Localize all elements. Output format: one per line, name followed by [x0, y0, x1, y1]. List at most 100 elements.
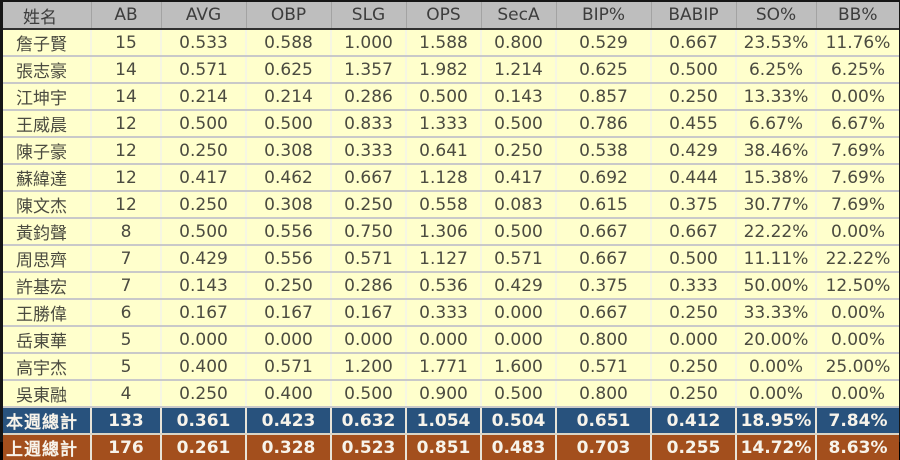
- stat-cell: 0.250: [161, 380, 247, 408]
- column-header-ops: OPS: [406, 2, 482, 30]
- stat-cell: 0.500: [161, 110, 247, 138]
- stat-cell: 0.500: [406, 83, 482, 111]
- player-name-cell: 王威晨: [3, 110, 92, 138]
- stat-cell: 0.536: [406, 272, 482, 300]
- stat-cell: 0.625: [246, 56, 332, 84]
- stat-cell: 0.214: [246, 83, 332, 111]
- stat-cell: 22.22%: [816, 245, 899, 273]
- table-row: 張志豪 14 0.571 0.625 1.357 1.982 1.214 0.625 0.500…: [3, 56, 899, 84]
- stat-cell: 1.306: [406, 218, 482, 246]
- stat-cell: 0.500: [481, 110, 557, 138]
- stat-cell: 12.50%: [816, 272, 899, 300]
- stat-cell: 0.167: [331, 299, 407, 327]
- total-stat-cell: 14.72%: [736, 434, 817, 460]
- stat-cell: 0.00%: [736, 380, 817, 408]
- stat-cell: 0.00%: [816, 380, 899, 408]
- total-stat-cell: 0.328: [246, 434, 332, 460]
- column-header-babip: BABIP: [651, 2, 737, 30]
- stat-cell: 0.533: [161, 29, 247, 57]
- table-row: 高宇杰 5 0.400 0.571 1.200 1.771 1.600 0.571 0.250 0…: [3, 353, 899, 381]
- column-header-obp: OBP: [246, 2, 332, 30]
- stat-cell: 20.00%: [736, 326, 817, 354]
- stat-cell: 0.000: [481, 326, 557, 354]
- stat-cell: 15.38%: [736, 164, 817, 192]
- stat-cell: 0.800: [481, 29, 557, 57]
- stat-cell: 0.400: [161, 353, 247, 381]
- stat-cell: 0.667: [331, 164, 407, 192]
- table-row: 陳子豪 12 0.250 0.308 0.333 0.641 0.250 0.538 0.429…: [3, 137, 899, 165]
- stat-cell: 0.375: [651, 191, 737, 219]
- player-name-cell: 詹子賢: [3, 29, 92, 57]
- player-name-cell: 王勝偉: [3, 299, 92, 327]
- player-name-cell: 黃鈞聲: [3, 218, 92, 246]
- stat-cell: 0.250: [651, 299, 737, 327]
- stat-cell: 0.00%: [736, 353, 817, 381]
- total-stat-cell: 0.423: [246, 407, 332, 435]
- stat-cell: 7: [91, 272, 162, 300]
- stat-cell: 0.571: [556, 353, 652, 381]
- stat-cell: 0.500: [331, 380, 407, 408]
- stat-cell: 1.200: [331, 353, 407, 381]
- this-week-total-row: 本週總計 133 0.361 0.423 0.632 1.054 0.504 0.651 0.4…: [3, 407, 899, 435]
- stat-cell: 1.357: [331, 56, 407, 84]
- stat-cell: 1.588: [406, 29, 482, 57]
- stat-cell: 0.556: [246, 218, 332, 246]
- stat-cell: 0.286: [331, 272, 407, 300]
- stat-cell: 1.333: [406, 110, 482, 138]
- total-stat-cell: 0.851: [406, 434, 482, 460]
- total-stat-cell: 1.054: [406, 407, 482, 435]
- stat-cell: 6.25%: [736, 56, 817, 84]
- stat-cell: 0.167: [161, 299, 247, 327]
- stat-cell: 0.500: [651, 245, 737, 273]
- stat-cell: 0.308: [246, 191, 332, 219]
- stat-cell: 0.00%: [816, 299, 899, 327]
- stat-cell: 7.69%: [816, 164, 899, 192]
- stat-cell: 0.400: [246, 380, 332, 408]
- table-row: 黃鈞聲 8 0.500 0.556 0.750 1.306 0.500 0.667 0.667 2…: [3, 218, 899, 246]
- table-row: 江坤宇 14 0.214 0.214 0.286 0.500 0.143 0.857 0.250…: [3, 83, 899, 111]
- column-header-bip-pct: BIP%: [556, 2, 652, 30]
- stat-cell: 5: [91, 326, 162, 354]
- stat-cell: 4: [91, 380, 162, 408]
- stat-cell: 0.900: [406, 380, 482, 408]
- column-header-so-pct: SO%: [736, 2, 817, 30]
- stat-cell: 0.429: [651, 137, 737, 165]
- stat-cell: 0.250: [651, 353, 737, 381]
- stat-cell: 8: [91, 218, 162, 246]
- stat-cell: 0.455: [651, 110, 737, 138]
- stat-cell: 6.67%: [816, 110, 899, 138]
- stat-cell: 0.692: [556, 164, 652, 192]
- stat-cell: 0.000: [331, 326, 407, 354]
- stat-cell: 0.571: [331, 245, 407, 273]
- stat-cell: 0.00%: [816, 326, 899, 354]
- player-name-cell: 高宇杰: [3, 353, 92, 381]
- stat-cell: 0.143: [161, 272, 247, 300]
- stat-cell: 14: [91, 56, 162, 84]
- stat-cell: 0.500: [481, 218, 557, 246]
- table-row: 陳文杰 12 0.250 0.308 0.250 0.558 0.083 0.615 0.375…: [3, 191, 899, 219]
- stat-cell: 0.000: [246, 326, 332, 354]
- stat-cell: 1.000: [331, 29, 407, 57]
- stat-cell: 0.529: [556, 29, 652, 57]
- table-row: 王威晨 12 0.500 0.500 0.833 1.333 0.500 0.786 0.455…: [3, 110, 899, 138]
- stat-cell: 12: [91, 191, 162, 219]
- player-name-cell: 陳子豪: [3, 137, 92, 165]
- stat-cell: 0.833: [331, 110, 407, 138]
- column-header-avg: AVG: [161, 2, 247, 30]
- table-body: 詹子賢 15 0.533 0.588 1.000 1.588 0.800 0.529 0.667…: [3, 29, 899, 460]
- stat-cell: 0.429: [481, 272, 557, 300]
- stat-cell: 0.333: [406, 299, 482, 327]
- stat-cell: 0.286: [331, 83, 407, 111]
- stat-cell: 6: [91, 299, 162, 327]
- stat-cell: 0.000: [651, 326, 737, 354]
- total-label-cell: 上週總計: [3, 434, 92, 460]
- stat-cell: 0.538: [556, 137, 652, 165]
- stat-cell: 38.46%: [736, 137, 817, 165]
- total-stat-cell: 8.63%: [816, 434, 899, 460]
- stat-cell: 1.600: [481, 353, 557, 381]
- player-name-cell: 岳東華: [3, 326, 92, 354]
- table-row: 詹子賢 15 0.533 0.588 1.000 1.588 0.800 0.529 0.667…: [3, 29, 899, 57]
- stat-cell: 0.444: [651, 164, 737, 192]
- player-name-cell: 張志豪: [3, 56, 92, 84]
- stat-cell: 0.333: [651, 272, 737, 300]
